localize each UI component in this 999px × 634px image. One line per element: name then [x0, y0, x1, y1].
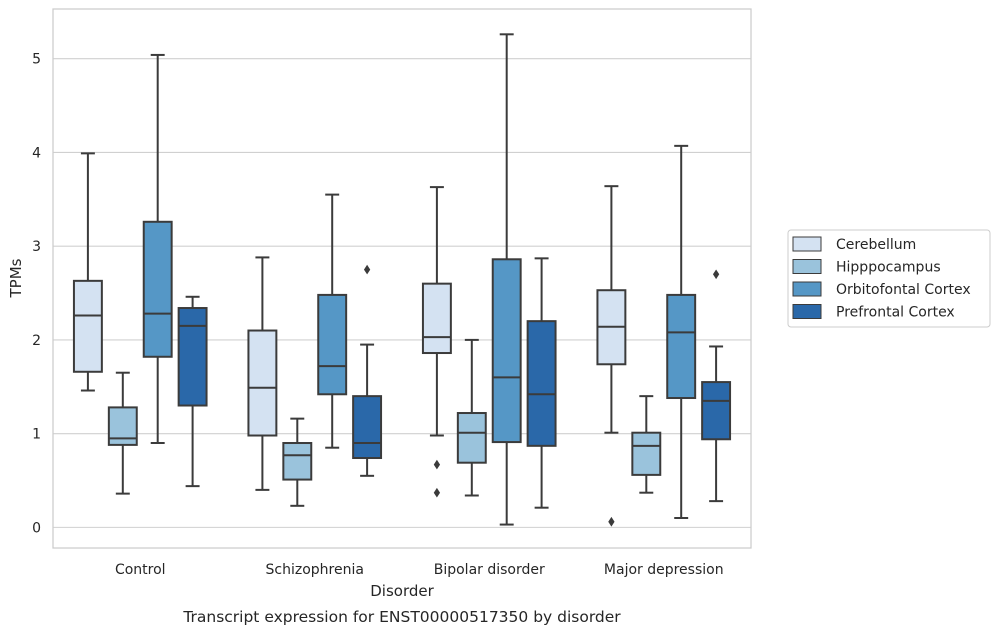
chart-caption: Transcript expression for ENST0000051735… — [182, 608, 621, 626]
legend-frame — [787, 229, 991, 328]
box-iqr — [421, 282, 452, 355]
box-0-2 — [142, 53, 173, 445]
legend-swatch — [792, 281, 822, 297]
legend-label: Hipppocampus — [836, 260, 941, 276]
box-0-3 — [177, 295, 208, 488]
box-iqr — [142, 220, 173, 358]
legend-label: Orbitofontal Cortex — [836, 282, 971, 298]
legend: Cerebellum Hipppocampus Orbitofontal Corte… — [787, 229, 991, 328]
box-iqr — [526, 320, 557, 447]
box-3-1 — [631, 395, 662, 494]
y-tick-label: 2 — [32, 333, 41, 349]
outlier-point — [433, 459, 441, 470]
box-3-3 — [701, 269, 732, 503]
box-iqr — [352, 395, 383, 460]
box-iqr — [456, 412, 487, 464]
box-2-3 — [526, 257, 557, 509]
y-tick-label: 4 — [32, 145, 41, 161]
legend-swatch — [792, 304, 822, 319]
outlier-point — [608, 516, 615, 527]
box-0-0 — [72, 152, 103, 392]
box-2-0 — [421, 186, 452, 498]
box-iqr — [72, 279, 103, 373]
outlier-point — [433, 487, 441, 498]
y-axis-ticks: 0 1 2 3 4 5 — [32, 52, 41, 537]
box-iqr — [666, 293, 697, 400]
x-tick-label: Bipolar disorder — [434, 562, 545, 578]
plot-frame — [52, 8, 752, 549]
box-1-2 — [317, 193, 348, 449]
y-tick-label: 0 — [32, 520, 41, 536]
legend-label: Prefrontal Cortex — [836, 305, 955, 321]
outlier-point — [712, 269, 720, 280]
y-axis-label: TPMs — [7, 258, 25, 298]
y-tick-label: 3 — [32, 239, 41, 255]
box-iqr — [701, 381, 732, 441]
box-iqr — [631, 431, 662, 476]
box-1-0 — [247, 256, 278, 491]
x-tick-label: Major depression — [604, 562, 724, 578]
y-tick-label: 1 — [32, 427, 41, 443]
x-axis-ticks: Control Schizophrenia Bipolar disorder Majo… — [115, 562, 724, 578]
outlier-point — [363, 264, 371, 275]
box-2-2 — [491, 33, 522, 526]
box-iqr — [317, 293, 348, 396]
box-iqr — [491, 258, 522, 444]
box-1-1 — [282, 417, 313, 507]
box-3-0 — [596, 185, 627, 527]
box-0-1 — [107, 371, 138, 495]
box-iqr — [247, 329, 278, 437]
y-tick-label: 5 — [32, 52, 41, 68]
box-3-2 — [666, 144, 697, 520]
x-axis-label: Disorder — [370, 582, 434, 600]
legend-swatch — [792, 236, 822, 252]
box-iqr — [177, 307, 208, 407]
plot-area — [72, 33, 732, 527]
legend-swatch — [792, 259, 822, 274]
x-tick-label: Schizophrenia — [266, 562, 364, 578]
box-1-3 — [352, 264, 383, 477]
box-2-1 — [456, 338, 487, 497]
x-tick-label: Control — [115, 562, 166, 578]
legend-label: Cerebellum — [836, 237, 916, 253]
box-iqr — [282, 442, 313, 481]
